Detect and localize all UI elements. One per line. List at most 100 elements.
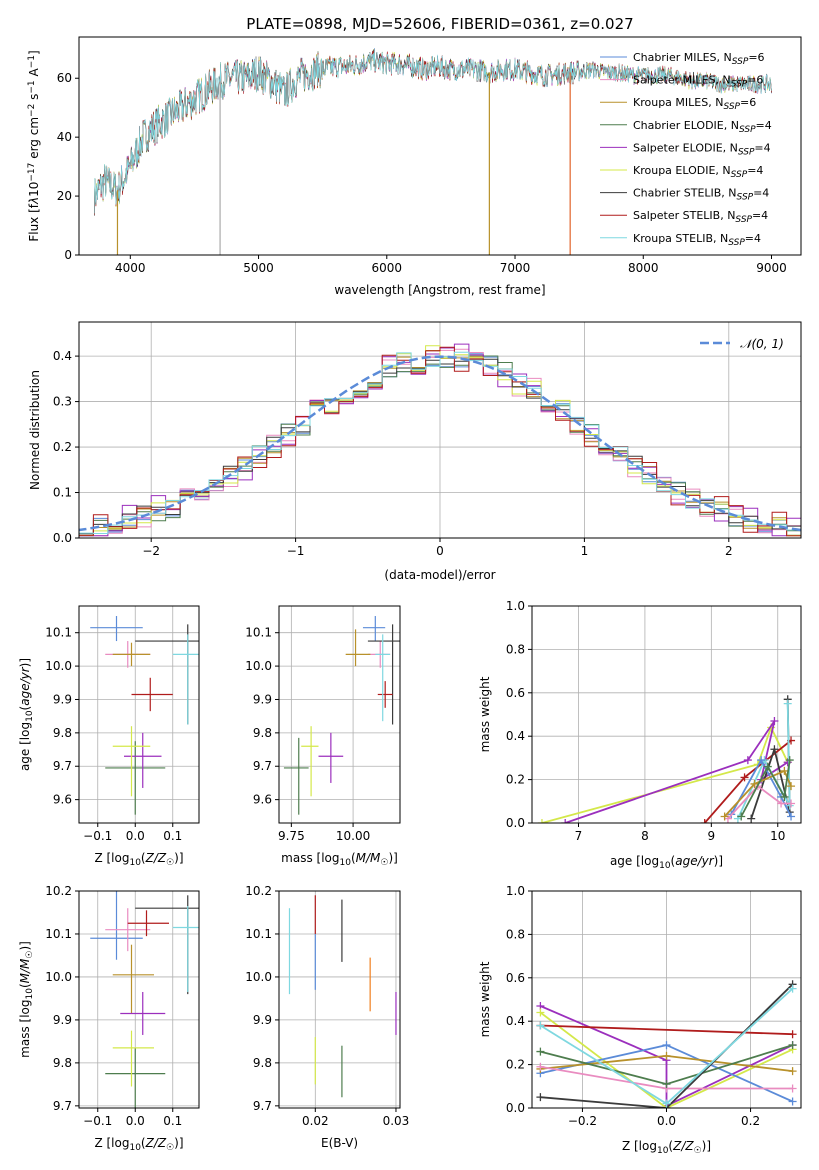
- weight-marker: [785, 756, 794, 765]
- weight-marker: [780, 792, 789, 801]
- y-tick-label: 10.0: [45, 970, 72, 984]
- label-part: Flux [f: [27, 203, 41, 241]
- label-part: Kroupa MILES, N: [633, 96, 723, 109]
- label-part: SSP: [739, 125, 756, 135]
- label-part: −1: [27, 55, 37, 68]
- legend-label: 𝒩(0, 1): [740, 337, 784, 351]
- label-part: age [: [18, 740, 32, 771]
- weight-marker: [662, 1041, 671, 1050]
- x-tick-label: −2: [142, 544, 160, 558]
- x-tick-label: 0: [436, 544, 444, 558]
- weight-marker: [747, 814, 756, 823]
- weight-marker: [788, 1067, 797, 1076]
- weight-marker: [770, 717, 779, 726]
- y-tick-label: 0.4: [506, 1014, 525, 1028]
- y-tick-label: 9.8: [253, 726, 272, 740]
- label-part: Chabrier ELODIE, N: [633, 119, 739, 132]
- y-tick-label: 9.7: [253, 1099, 272, 1113]
- label-part: log: [111, 1136, 129, 1150]
- x-axis-label: age [log10​(age/yr)]: [610, 854, 723, 871]
- label-part: SSP: [728, 238, 745, 248]
- x-tick-label: 10: [770, 829, 785, 843]
- label-part: (: [18, 706, 32, 711]
- label-part: age/yr: [18, 666, 32, 705]
- label-part: SSP: [738, 147, 755, 157]
- x-tick-label: 0.02: [302, 1114, 329, 1128]
- x-axis-label: mass [log10​(M/M☉​)]: [281, 851, 398, 868]
- y-tick-label: 10.1: [45, 626, 72, 640]
- label-part: M/M: [18, 958, 32, 983]
- y-tick-label: 9.9: [253, 692, 272, 706]
- label-part: )]: [388, 851, 397, 865]
- label-part: (: [671, 854, 676, 868]
- plot-area-residuals: [79, 343, 801, 537]
- label-part: 10: [340, 858, 352, 868]
- y-tick-label: 10.2: [45, 884, 72, 898]
- legend-label: Kroupa ELODIE, NSSP​=4: [633, 164, 763, 180]
- y-tick-label: 0.4: [506, 729, 525, 743]
- x-tick-label: 0.0: [126, 1114, 145, 1128]
- weight-marker: [750, 779, 759, 788]
- plot-area-mass-z: [90, 891, 199, 1108]
- label-part: SSP: [731, 80, 748, 90]
- label-part: )]: [714, 854, 723, 868]
- weight-marker: [777, 799, 786, 808]
- label-part: (: [141, 1136, 146, 1150]
- x-axis-label: (data-model)/error: [384, 568, 495, 582]
- label-part: Z [: [94, 1136, 111, 1150]
- plot-area-age-z: [90, 616, 199, 815]
- label-part: 10: [129, 1143, 141, 1153]
- axes-spectrum: 4000 5000 6000 7000 8000 9000 0 20 40 60 wavelengt…: [27, 36, 802, 297]
- y-tick-label: 40: [57, 130, 72, 144]
- label-part: s: [27, 94, 41, 104]
- x-tick-label: 8000: [628, 261, 659, 275]
- label-part: =6: [748, 51, 764, 64]
- weight-line: [730, 758, 792, 817]
- label-part: =6: [740, 96, 756, 109]
- x-tick-label: 8: [641, 829, 649, 843]
- label-part: Z/Z: [145, 851, 167, 865]
- label-part: SSP: [732, 57, 749, 67]
- legend-label: Chabrier STELIB, NSSP​=4: [633, 187, 769, 203]
- figure-title: PLATE=0898, MJD=52606, FIBERID=0361, z=0…: [246, 15, 633, 33]
- label-part: (: [668, 1139, 673, 1153]
- axes-age-mass: 9.75 10.00 9.6 9.7 9.8 9.9 10.0 10.1 mass [log10…: [245, 605, 401, 868]
- weight-marker: [788, 984, 797, 993]
- label-part: Z [: [94, 851, 111, 865]
- label-part: SSP: [731, 170, 748, 180]
- y-axis-label: mass weight: [478, 961, 492, 1037]
- x-tick-label: 5000: [243, 261, 274, 275]
- weight-marker: [700, 819, 709, 823]
- x-tick-label: 9: [708, 829, 716, 843]
- label-part: λ: [27, 197, 41, 205]
- x-tick-label: −0.1: [83, 1114, 112, 1128]
- weight-marker: [780, 766, 789, 775]
- y-tick-label: 9.7: [253, 759, 272, 773]
- weight-marker: [788, 1084, 797, 1093]
- label-part: Kroupa STELIB, N: [633, 232, 728, 245]
- label-part: Chabrier MILES, N: [633, 51, 732, 64]
- weight-marker: [787, 812, 796, 821]
- label-part: (: [351, 851, 356, 865]
- weight-marker: [757, 756, 766, 765]
- weight-marker: [788, 1030, 797, 1039]
- label-part: (: [18, 983, 32, 988]
- label-part: 10: [25, 710, 35, 722]
- label-part: log: [18, 1000, 32, 1018]
- x-tick-label: 9.75: [278, 829, 305, 843]
- label-part: SSP: [735, 215, 752, 225]
- label-part: log: [639, 1139, 657, 1153]
- y-tick-label: 9.8: [253, 1056, 272, 1070]
- y-tick-label: 0.6: [506, 971, 525, 985]
- legend-label: Chabrier ELODIE, NSSP​=4: [633, 119, 772, 135]
- plot-area-age-mass: [283, 616, 400, 815]
- label-part: Kroupa ELODIE, N: [633, 164, 731, 177]
- label-part: 10: [25, 988, 35, 1000]
- label-part: 10: [659, 861, 671, 871]
- label-part: log: [641, 854, 659, 868]
- weight-marker: [743, 756, 752, 765]
- axes-frame: [278, 890, 401, 1109]
- axes-weight-age: 7 8 9 10 0.0 0.2 0.4 0.6 0.8 1.0 age [log10​(age/y…: [478, 599, 802, 871]
- axes-mass-z: −0.1 0.0 0.1 9.7 9.8 9.9 10.0 10.1 10.2 Z [log10​…: [18, 884, 200, 1153]
